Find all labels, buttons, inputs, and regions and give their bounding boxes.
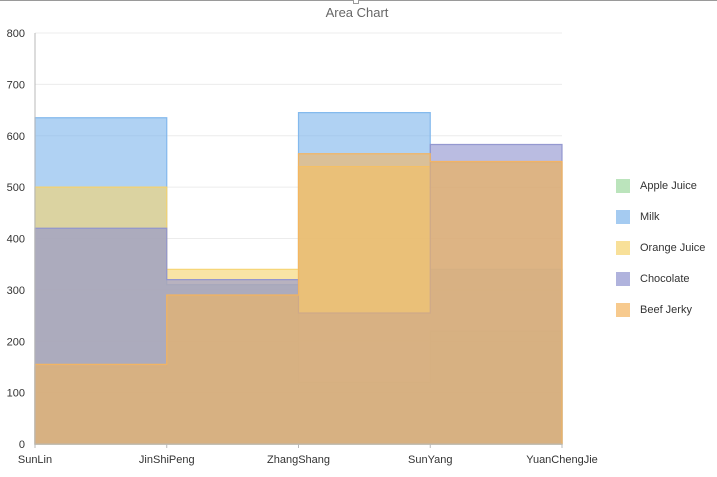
y-tick-label: 300 [7, 285, 25, 297]
area-series-beef-jerky[interactable] [34, 153, 563, 445]
legend-swatch [616, 241, 630, 255]
legend-swatch [616, 210, 630, 224]
y-tick-label: 200 [7, 336, 25, 348]
x-tick-label: SunYang [408, 454, 452, 466]
axis-layer: 0 100 200 300 400 500 600 700 800 SunLin JinShiPen… [7, 28, 598, 466]
legend-swatch [616, 272, 630, 286]
chart-title: Area Chart [326, 5, 389, 20]
x-tick-label: JinShiPeng [139, 454, 195, 466]
x-tick-label: ZhangShang [267, 454, 330, 466]
legend-label: Apple Juice [640, 180, 697, 192]
legend-label: Orange Juice [640, 242, 706, 254]
y-tick-label: 800 [7, 28, 25, 40]
y-tick-label: 700 [7, 79, 25, 91]
y-tick-label: 400 [7, 234, 25, 246]
legend-swatch [616, 179, 630, 193]
legend-label: Chocolate [640, 273, 690, 285]
x-tick-label: YuanChengJie [526, 454, 598, 466]
y-tick-label: 600 [7, 131, 25, 143]
y-tick-label: 0 [19, 439, 25, 451]
legend: Apple Juice Milk Orange Juice Chocolate Beef… [616, 176, 716, 331]
legend-label: Milk [640, 211, 660, 223]
legend-item-beef-jerky[interactable]: Beef Jerky [616, 300, 716, 320]
legend-item-apple-juice[interactable]: Apple Juice [616, 176, 716, 196]
legend-item-orange-juice[interactable]: Orange Juice [616, 238, 716, 258]
legend-swatch [616, 303, 630, 317]
y-tick-label: 100 [7, 388, 25, 400]
legend-label: Beef Jerky [640, 304, 692, 316]
legend-item-chocolate[interactable]: Chocolate [616, 269, 716, 289]
y-tick-label: 500 [7, 182, 25, 194]
legend-item-milk[interactable]: Milk [616, 207, 716, 227]
x-tick-label: SunLin [18, 454, 52, 466]
area-layer [34, 112, 563, 445]
resize-handle[interactable] [353, 0, 359, 4]
